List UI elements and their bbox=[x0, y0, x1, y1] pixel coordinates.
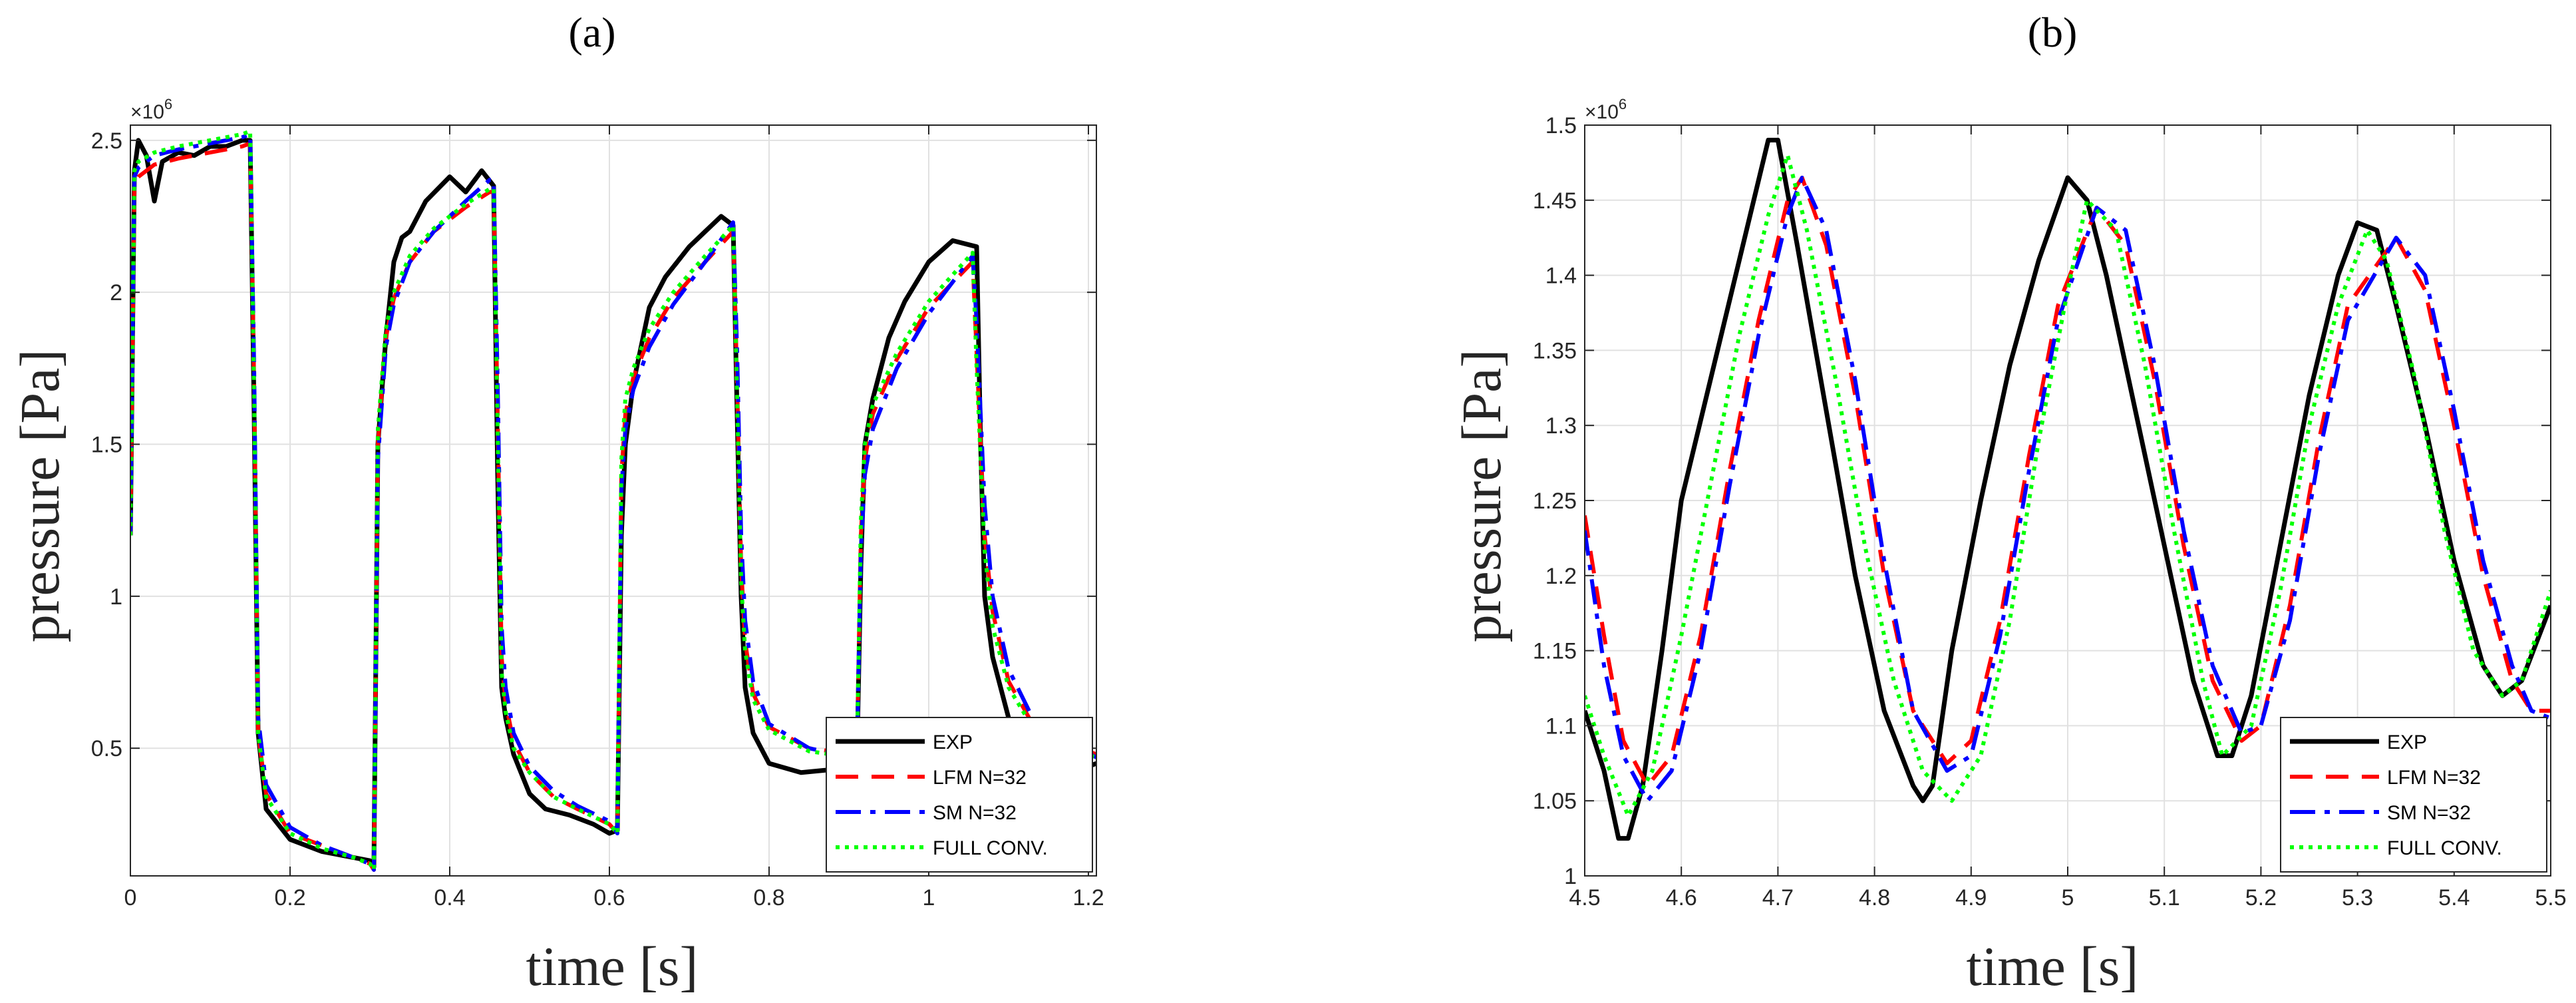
chart-b-plot: 4.5 4.6 4.7 4.8 4.9 5 5.1 5.2 5.3 5.4 5.5 1 1.05 1.1 1… bbox=[1533, 113, 2567, 910]
y-tick-label: 1.5 bbox=[1545, 113, 1577, 138]
x-tick-label: 5.5 bbox=[2535, 885, 2566, 910]
y-tick-label: 1.4 bbox=[1545, 264, 1577, 289]
y-tick-label: 2 bbox=[110, 280, 122, 305]
y-tick-label: 2.5 bbox=[91, 128, 122, 154]
x-tick-label: 4.9 bbox=[1955, 885, 1987, 910]
y-tick-label: 1.35 bbox=[1533, 338, 1577, 363]
series-line-lfm-n-32 bbox=[130, 141, 1096, 872]
y-tick-label: 1 bbox=[1564, 864, 1577, 889]
chart-b-exponent-label: ×106 bbox=[1585, 96, 1627, 123]
chart-b-title: (b) bbox=[2028, 9, 2078, 56]
legend-label: EXP bbox=[933, 731, 973, 753]
x-tick-label: 5.1 bbox=[2149, 885, 2180, 910]
y-tick-label: 1.1 bbox=[1545, 713, 1577, 739]
chart-a-panel: (a) 0 0.2 0.4 0.6 0.8 1 1.2 0.5 1 1.5 2 2.5 EXP LFM N… bbox=[9, 9, 1104, 998]
y-tick-label: 1.5 bbox=[91, 433, 122, 458]
chart-b-panel: (b) 4.5 4.6 4.7 4.8 4.9 5 5.1 5.2 5.3 5.4 5.5 1 1.05… bbox=[1451, 9, 2567, 998]
chart-a-legend: EXP LFM N=32 SM N=32 FULL CONV. bbox=[826, 717, 1093, 873]
series-line-exp bbox=[1585, 138, 2551, 841]
y-tick-label: 1.3 bbox=[1545, 413, 1577, 439]
chart-a-series bbox=[130, 129, 1096, 872]
y-tick-label: 0.5 bbox=[91, 736, 122, 761]
chart-a-title: (a) bbox=[568, 9, 615, 56]
legend-box bbox=[2280, 717, 2547, 873]
x-tick-label: 4.6 bbox=[1666, 885, 1697, 910]
chart-b-exponent-power: 6 bbox=[1619, 96, 1627, 112]
x-tick-label: 4.7 bbox=[1762, 885, 1794, 910]
x-tick-label: 0.8 bbox=[753, 885, 784, 910]
chart-b-ylabel: pressure [Pa] bbox=[1451, 349, 1513, 643]
y-tick-label: 1.15 bbox=[1533, 639, 1577, 664]
chart-a-ylabel: pressure [Pa] bbox=[9, 349, 71, 643]
x-tick-label: 1 bbox=[923, 885, 935, 910]
x-tick-label: 5 bbox=[2062, 885, 2074, 910]
chart-a-xlabel: time [s] bbox=[526, 936, 699, 998]
x-tick-label: 0.4 bbox=[434, 885, 465, 910]
x-tick-label: 1.2 bbox=[1072, 885, 1104, 910]
chart-a-exponent-label: ×106 bbox=[130, 96, 172, 123]
chart-b-exponent-base: ×10 bbox=[1585, 101, 1619, 123]
chart-b-ticks: 4.5 4.6 4.7 4.8 4.9 5 5.1 5.2 5.3 5.4 5.5 1 1.05 1.1 1… bbox=[1533, 113, 2567, 910]
chart-a-grid bbox=[130, 125, 1096, 876]
x-tick-label: 4.8 bbox=[1859, 885, 1890, 910]
chart-b-series bbox=[1585, 138, 2551, 841]
chart-a-plot: 0 0.2 0.4 0.6 0.8 1 1.2 0.5 1 1.5 2 2.5 EXP LFM N=32 S… bbox=[91, 124, 1104, 910]
legend-label: FULL CONV. bbox=[2387, 837, 2502, 859]
legend-label: FULL CONV. bbox=[933, 837, 1048, 859]
legend-label: SM N=32 bbox=[2387, 802, 2471, 824]
y-tick-label: 1 bbox=[110, 584, 122, 610]
series-line-lfm-n-32 bbox=[1585, 175, 2551, 788]
chart-b-legend: EXP LFM N=32 SM N=32 FULL CONV. bbox=[2280, 717, 2547, 873]
x-tick-label: 0 bbox=[124, 885, 137, 910]
x-tick-label: 5.3 bbox=[2342, 885, 2373, 910]
y-tick-label: 1.2 bbox=[1545, 564, 1577, 589]
chart-a-exponent-base: ×10 bbox=[130, 101, 164, 123]
chart-a-ticks: 0 0.2 0.4 0.6 0.8 1 1.2 0.5 1 1.5 2 2.5 bbox=[91, 125, 1104, 910]
legend-label: EXP bbox=[2387, 731, 2427, 753]
x-tick-label: 4.5 bbox=[1569, 885, 1600, 910]
series-line-sm-n-32 bbox=[1585, 175, 2551, 803]
x-tick-label: 0.6 bbox=[593, 885, 625, 910]
y-tick-label: 1.45 bbox=[1533, 188, 1577, 214]
series-line-sm-n-32 bbox=[130, 132, 1096, 872]
series-line-full-conv- bbox=[130, 129, 1096, 872]
y-tick-label: 1.05 bbox=[1533, 789, 1577, 814]
legend-label: LFM N=32 bbox=[2387, 767, 2481, 789]
x-tick-label: 5.4 bbox=[2438, 885, 2470, 910]
chart-b-xlabel: time [s] bbox=[1967, 936, 2139, 998]
x-tick-label: 5.2 bbox=[2245, 885, 2277, 910]
legend-label: LFM N=32 bbox=[933, 767, 1027, 789]
chart-a-axes-box bbox=[130, 124, 1097, 877]
legend-label: SM N=32 bbox=[933, 802, 1017, 824]
x-tick-label: 0.2 bbox=[274, 885, 305, 910]
y-tick-label: 1.25 bbox=[1533, 489, 1577, 514]
chart-a-exponent-power: 6 bbox=[164, 96, 172, 112]
